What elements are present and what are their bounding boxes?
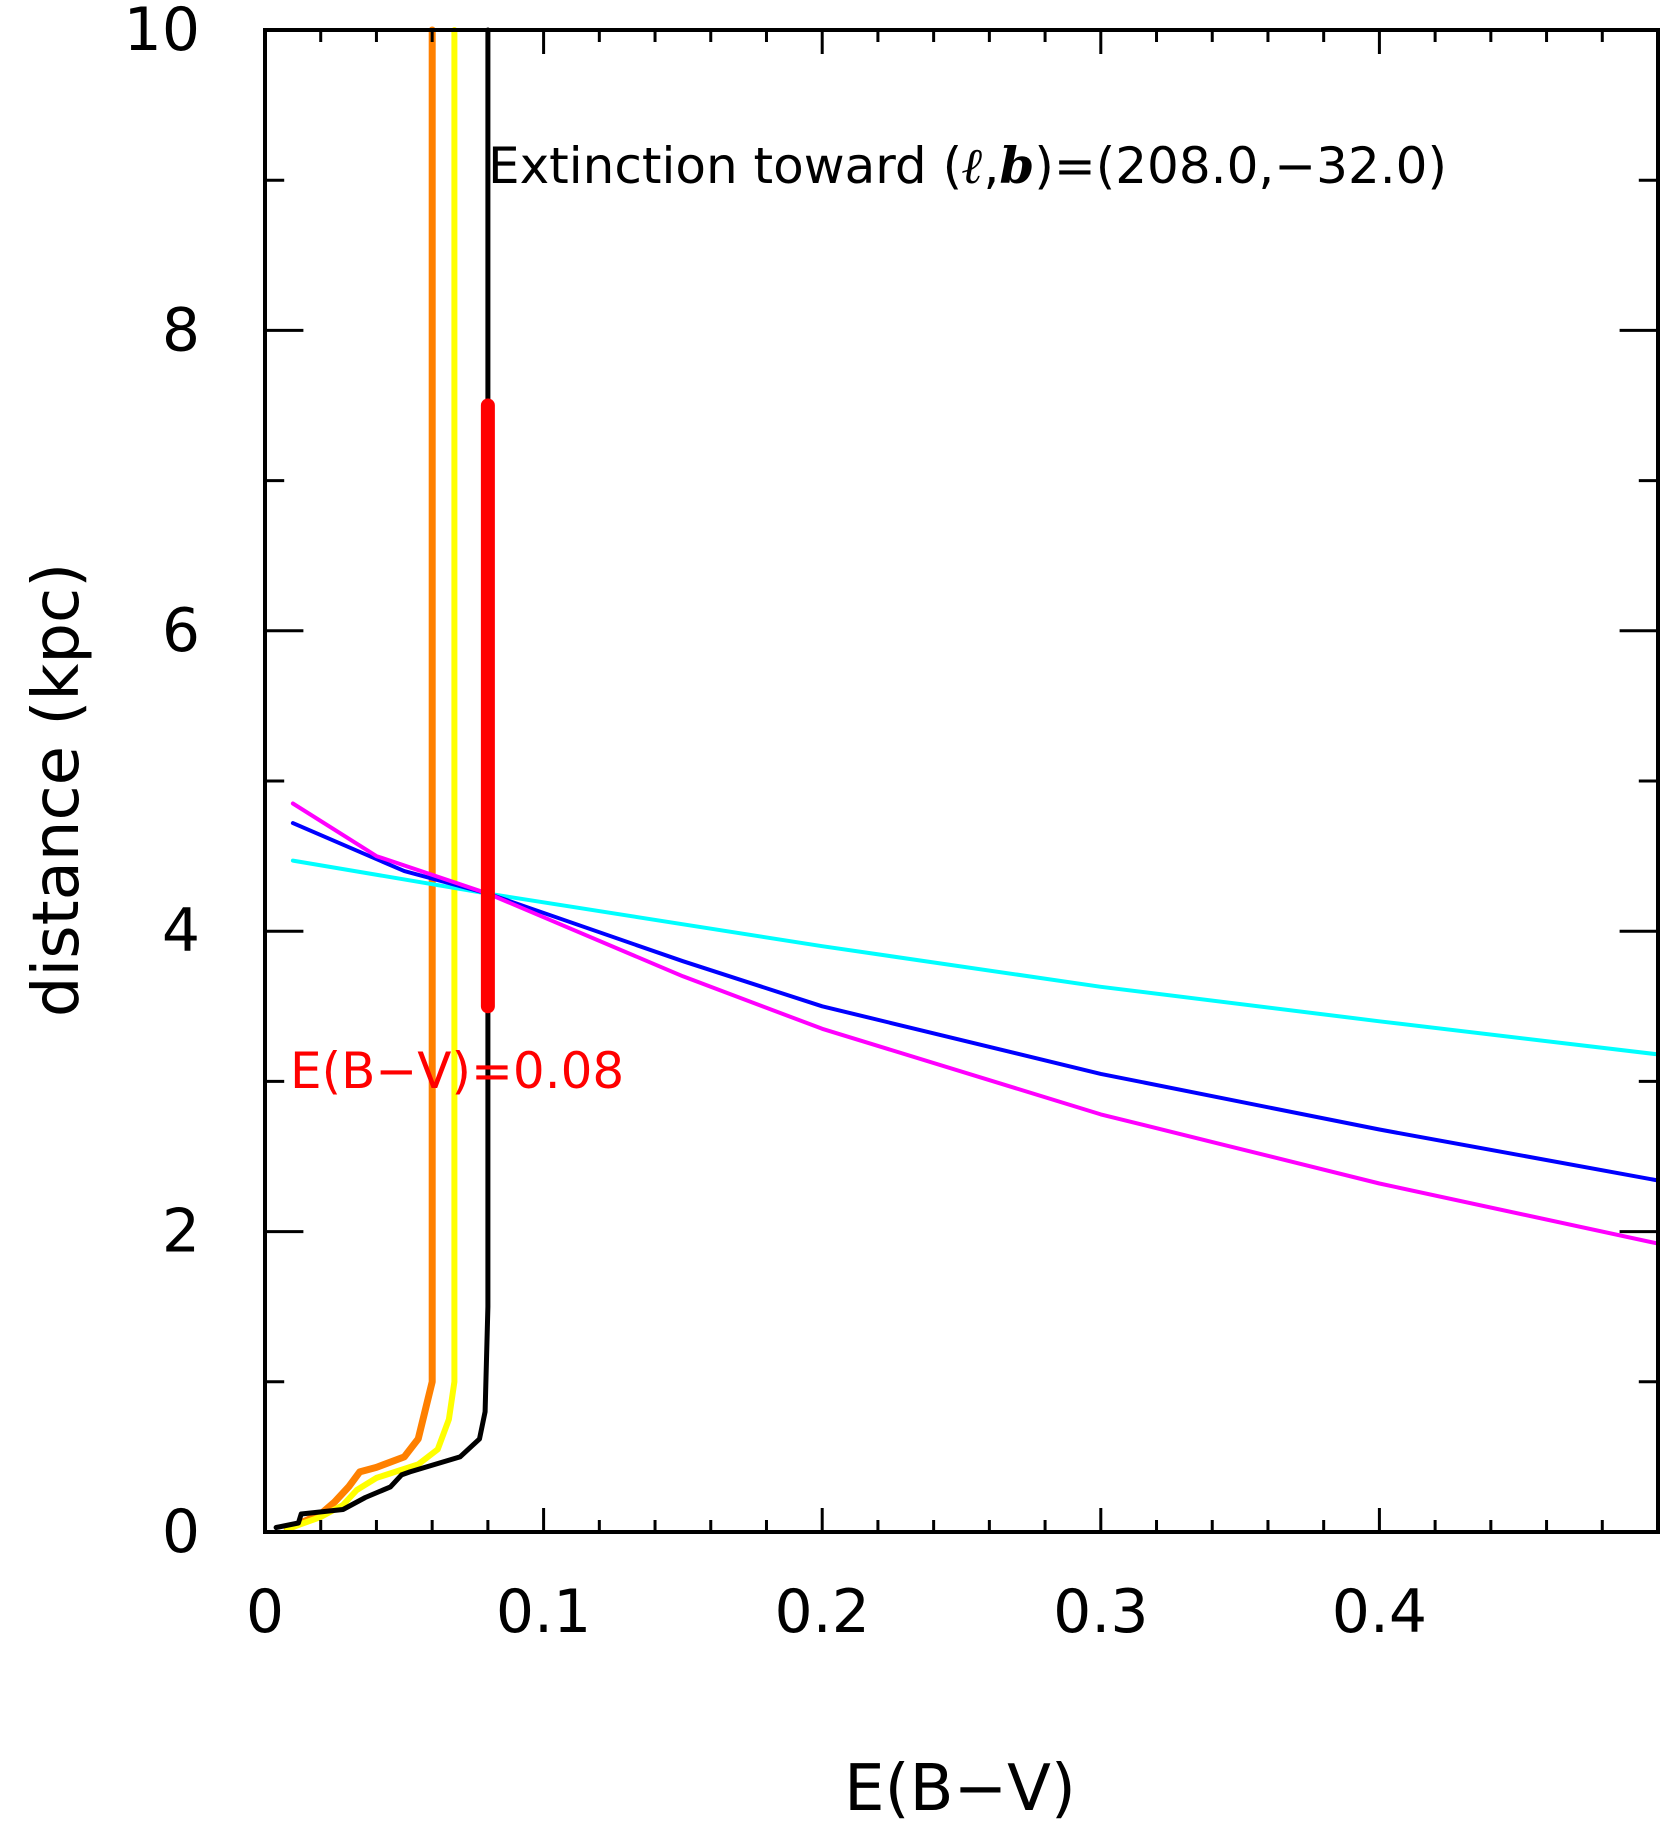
- plot-frame: [263, 28, 1660, 1534]
- y-tick-label: 2: [162, 1197, 200, 1267]
- y-tick-label: 4: [162, 896, 200, 966]
- title-b: b: [999, 136, 1034, 195]
- ebv-annotation: E(B−V)=0.08: [290, 1042, 624, 1100]
- x-tick-label: 0.3: [1053, 1577, 1148, 1647]
- series-blue-line: [290, 821, 1660, 1183]
- y-tick-label: 10: [124, 0, 200, 65]
- series-cyan-line: [290, 858, 1660, 1057]
- x-tick-label: 0.4: [1332, 1577, 1427, 1647]
- y-tick-label: 8: [162, 295, 200, 365]
- y-tick-label: 6: [162, 596, 200, 666]
- title-comma: ,: [983, 137, 999, 195]
- x-tick-label: 0.2: [774, 1577, 869, 1647]
- series-black-curve: [273, 27, 491, 1530]
- y-tick-label: 0: [162, 1497, 200, 1567]
- title-prefix: Extinction toward (: [488, 137, 962, 195]
- series-layer: [273, 26, 1660, 1533]
- series-magenta-line: [290, 801, 1660, 1246]
- chart-title: Extinction toward (ℓ,b)=(208.0,−32.0): [488, 136, 1447, 195]
- title-suffix: )=(208.0,−32.0): [1034, 137, 1447, 195]
- x-tick-label: 0.1: [496, 1577, 591, 1647]
- x-tick-label: 0: [246, 1577, 284, 1647]
- x-axis-label: E(B−V): [844, 1752, 1076, 1826]
- y-axis-label: distance (kpc): [20, 563, 94, 1017]
- series-orange-curve: [283, 26, 436, 1533]
- ticks-layer: 0 0.1 0.2 0.3 0.4 0 2 4 6 8 10: [124, 0, 1660, 1647]
- title-l: ℓ: [962, 136, 983, 195]
